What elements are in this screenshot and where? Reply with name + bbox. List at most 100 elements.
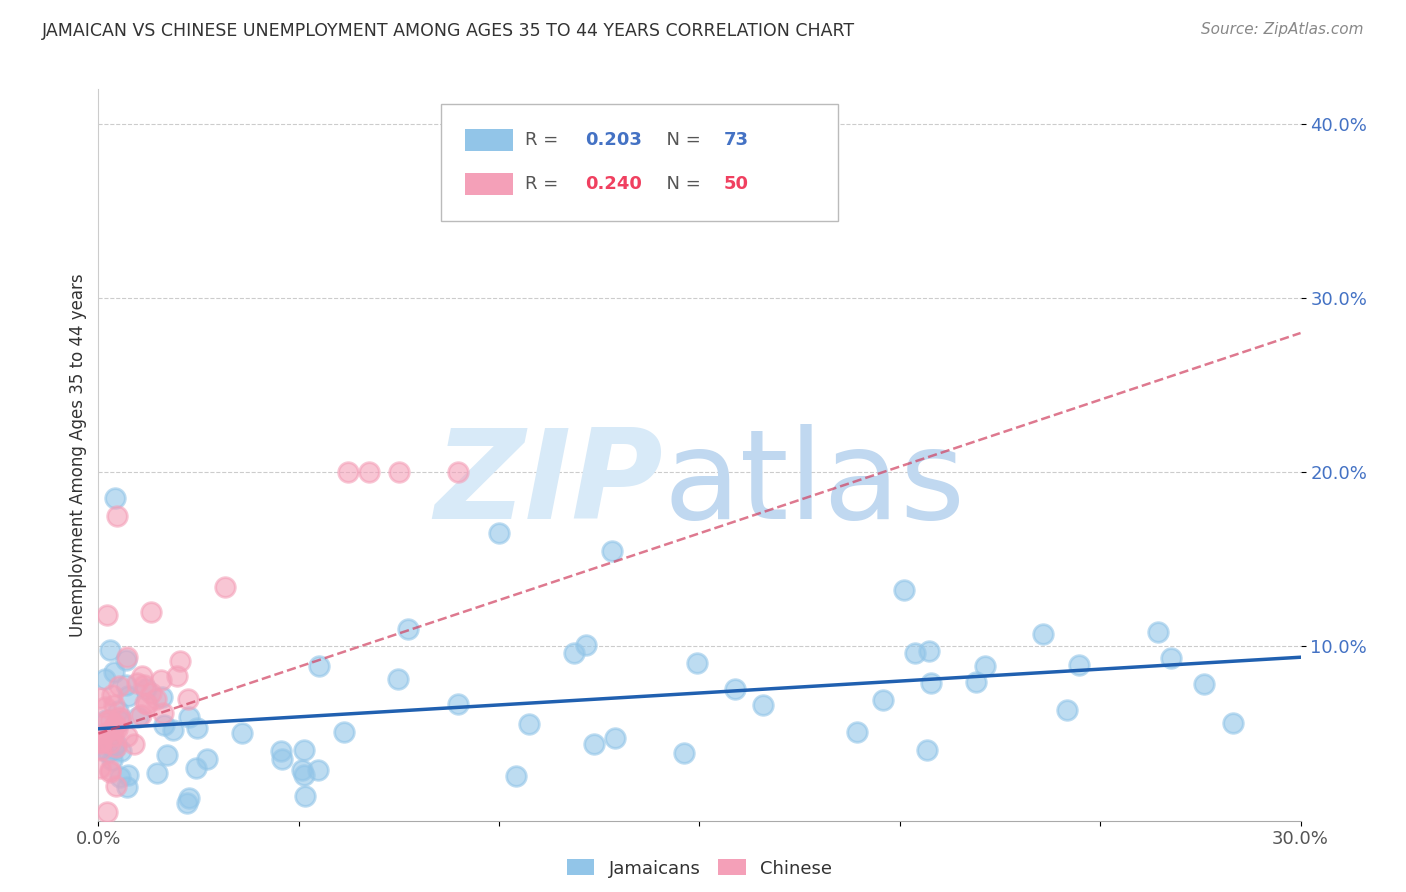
Text: 0.240: 0.240 <box>585 176 643 194</box>
Point <box>447 466 470 480</box>
Point <box>177 710 200 724</box>
Point <box>1032 627 1054 641</box>
Point <box>845 724 868 739</box>
Point <box>108 709 131 723</box>
Point <box>447 698 470 712</box>
Text: Source: ZipAtlas.com: Source: ZipAtlas.com <box>1201 22 1364 37</box>
Point <box>974 659 997 673</box>
Point <box>127 676 149 690</box>
Point <box>139 686 162 700</box>
Point <box>105 722 128 736</box>
Point <box>117 767 139 781</box>
Point <box>292 767 315 781</box>
Point <box>89 690 111 705</box>
Point <box>98 736 121 750</box>
Point <box>337 466 360 480</box>
Point <box>115 678 138 692</box>
Point <box>893 582 915 597</box>
Point <box>115 730 138 744</box>
Point <box>357 466 380 480</box>
Point <box>169 655 191 669</box>
Text: atlas: atlas <box>664 424 966 545</box>
Point <box>103 665 125 680</box>
Point <box>1160 651 1182 665</box>
Point <box>129 707 152 722</box>
Text: 50: 50 <box>724 176 748 194</box>
Point <box>98 764 121 779</box>
Point <box>388 466 411 480</box>
Point <box>186 760 208 774</box>
Point <box>96 725 118 739</box>
Point <box>672 746 695 760</box>
Point <box>152 706 174 721</box>
Point <box>94 700 117 714</box>
Point <box>176 796 198 810</box>
Y-axis label: Unemployment Among Ages 35 to 44 years: Unemployment Among Ages 35 to 44 years <box>69 273 87 637</box>
Point <box>162 723 184 737</box>
Point <box>156 747 179 762</box>
Point <box>150 690 173 705</box>
Point <box>108 770 131 784</box>
Point <box>153 717 176 731</box>
Point <box>904 646 927 660</box>
Point <box>96 714 118 728</box>
Point <box>965 675 987 690</box>
Point <box>292 743 315 757</box>
Text: 73: 73 <box>724 131 748 149</box>
Point <box>918 643 941 657</box>
Point <box>271 752 294 766</box>
Point <box>127 710 149 724</box>
Point <box>145 691 167 706</box>
Point <box>90 742 112 756</box>
Point <box>105 508 128 523</box>
Point <box>110 744 132 758</box>
Point <box>231 725 253 739</box>
Point <box>96 608 118 623</box>
Point <box>752 698 775 712</box>
Point <box>122 737 145 751</box>
Point <box>90 736 112 750</box>
Point <box>105 739 128 754</box>
Point <box>94 672 117 686</box>
Point <box>920 676 942 690</box>
Point <box>294 789 316 804</box>
Point <box>101 688 124 702</box>
Point <box>131 669 153 683</box>
Point <box>108 714 131 728</box>
Point <box>307 764 329 778</box>
Point <box>308 658 330 673</box>
Point <box>488 526 510 541</box>
Point <box>115 653 138 667</box>
Point <box>96 745 118 759</box>
Point <box>150 673 173 687</box>
Point <box>1192 677 1215 691</box>
Point <box>107 704 129 718</box>
Point <box>134 696 156 710</box>
Point <box>117 780 139 795</box>
Point <box>686 656 709 670</box>
Point <box>98 642 121 657</box>
Point <box>1067 657 1090 672</box>
Point <box>332 725 354 739</box>
Point <box>103 698 125 712</box>
Point <box>94 713 117 727</box>
Text: N =: N = <box>655 176 706 194</box>
Point <box>98 714 121 728</box>
Point <box>177 692 200 706</box>
Point <box>396 622 419 636</box>
Point <box>103 742 125 756</box>
Bar <box>465 129 513 152</box>
Point <box>115 650 138 665</box>
Text: R =: R = <box>526 131 564 149</box>
Point <box>724 681 747 696</box>
Point <box>214 580 236 594</box>
Text: N =: N = <box>655 131 706 149</box>
Point <box>104 716 127 731</box>
Point <box>600 543 623 558</box>
FancyBboxPatch shape <box>441 103 838 221</box>
Point <box>101 753 124 767</box>
Point <box>96 805 118 819</box>
Point <box>107 679 129 693</box>
Point <box>117 690 139 704</box>
Point <box>195 752 218 766</box>
